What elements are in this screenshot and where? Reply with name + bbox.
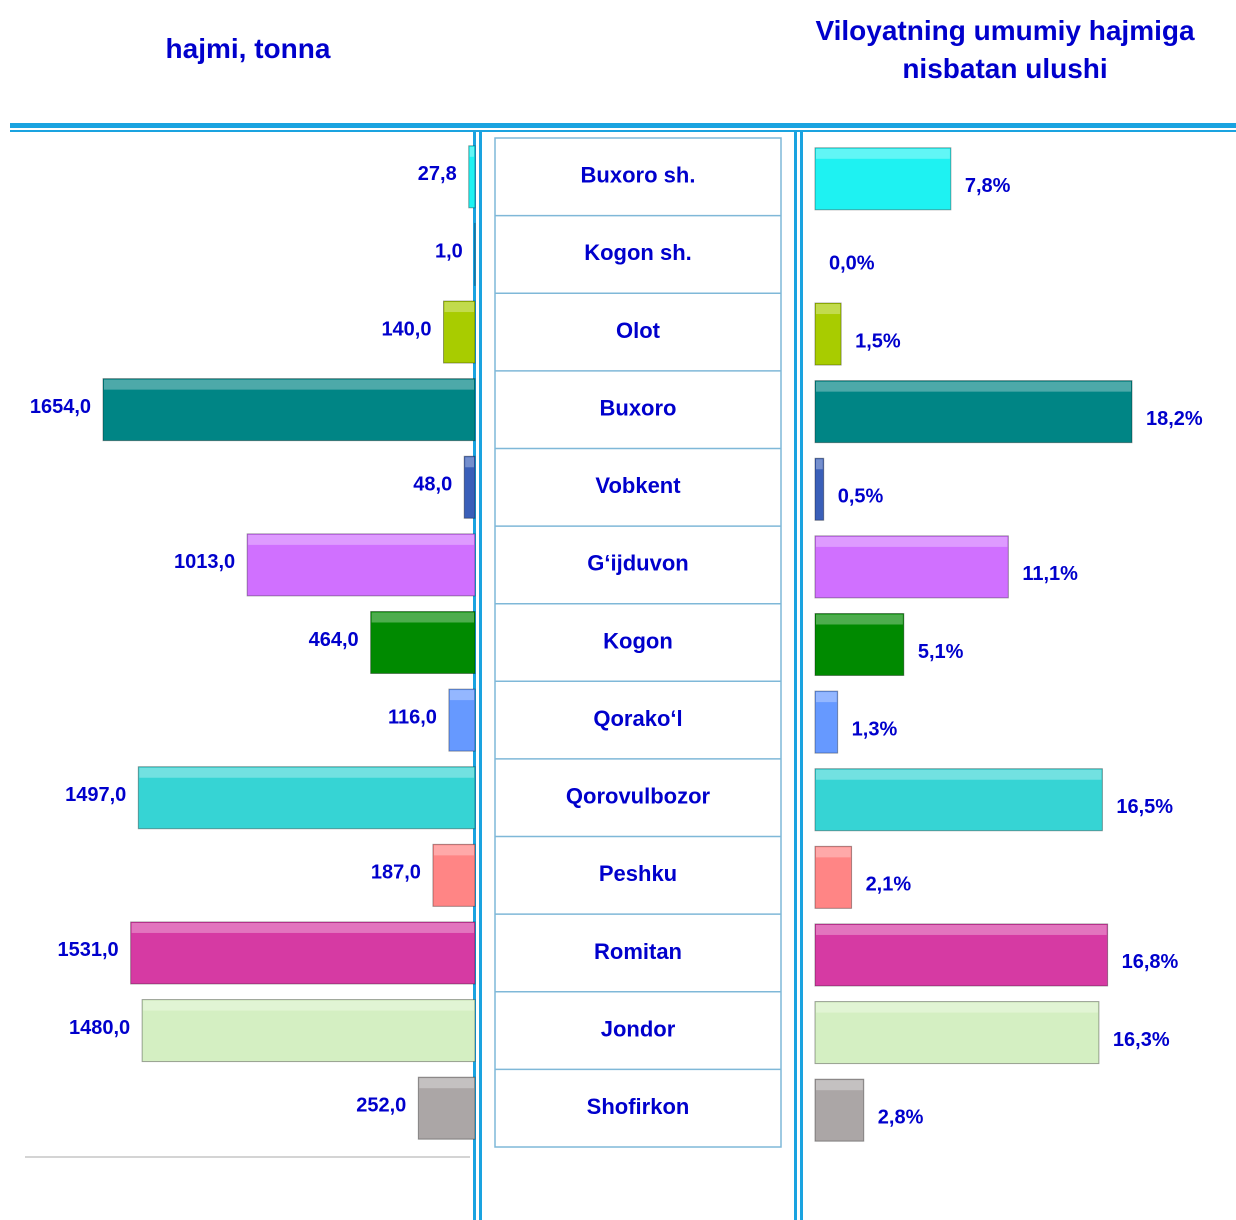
bar-highlight <box>469 146 474 157</box>
bar-highlight <box>816 847 851 858</box>
bar <box>463 455 476 519</box>
bar <box>814 1001 1100 1065</box>
header-rule <box>10 130 1236 132</box>
bar-highlight <box>449 690 474 701</box>
value-label: 11,1% <box>1022 563 1078 585</box>
category-label: Romitan <box>594 939 682 964</box>
bar <box>814 923 1109 987</box>
bar-highlight <box>816 1002 1098 1013</box>
value-label: 5,1% <box>918 641 964 663</box>
bar-highlight <box>444 302 474 313</box>
divider <box>479 132 482 1220</box>
bar <box>814 380 1133 444</box>
value-label: 1497,0 <box>65 784 126 806</box>
category-label: Kogon <box>603 628 673 653</box>
bar-highlight <box>816 536 1008 547</box>
bar-highlight <box>816 459 823 470</box>
value-label: 1,3% <box>852 718 898 740</box>
bar <box>432 843 476 907</box>
bar-highlight <box>143 1000 474 1011</box>
divider <box>800 132 803 1220</box>
header-rule <box>10 123 1236 128</box>
category-table <box>494 137 782 1148</box>
bar <box>814 613 905 676</box>
bar-highlight <box>816 381 1131 392</box>
value-label: 1013,0 <box>174 551 235 573</box>
category-label: Shofirkon <box>587 1094 690 1119</box>
bar-highlight <box>433 845 474 856</box>
bar <box>814 690 839 754</box>
bar-highlight <box>465 457 474 468</box>
left-title: hajmi, tonna <box>165 33 331 64</box>
bar <box>370 611 476 674</box>
bar-highlight <box>816 692 837 703</box>
category-label: Peshku <box>599 861 677 886</box>
value-label: 1654,0 <box>30 396 91 418</box>
value-label: 7,8% <box>965 175 1011 197</box>
value-label: 116,0 <box>388 706 437 728</box>
value-label: 16,3% <box>1113 1029 1170 1051</box>
value-label: 464,0 <box>309 629 359 651</box>
bar-highlight <box>816 148 950 159</box>
bar-highlight <box>371 612 474 623</box>
bar <box>814 457 825 521</box>
category-label: G‘ijduvon <box>587 551 688 576</box>
bar <box>814 768 1103 832</box>
divider <box>794 132 797 1220</box>
right-title: Viloyatning umumiy hajmiga nisbatan ulus… <box>815 15 1195 84</box>
bar <box>468 145 476 209</box>
value-label: 0,5% <box>838 486 884 508</box>
value-label: 1531,0 <box>57 939 118 961</box>
bar <box>448 688 476 752</box>
bar <box>443 300 476 364</box>
category-label: Olot <box>616 318 661 343</box>
bar-highlight <box>419 1078 474 1089</box>
bar <box>102 378 476 442</box>
bar-highlight <box>816 1080 863 1091</box>
category-label: Buxoro <box>600 395 677 420</box>
value-label: 2,1% <box>866 874 912 896</box>
bar-highlight <box>816 304 841 315</box>
category-label: Buxoro sh. <box>581 163 696 188</box>
category-label: Qorako‘l <box>593 706 682 731</box>
value-label: 18,2% <box>1146 408 1203 430</box>
value-label: 48,0 <box>413 474 452 496</box>
category-label: Kogon sh. <box>584 240 692 265</box>
value-label: 187,0 <box>371 862 421 884</box>
bar <box>417 1076 476 1140</box>
bar <box>246 533 476 597</box>
bar-highlight <box>139 767 474 778</box>
bar <box>130 921 476 985</box>
value-label: 16,8% <box>1122 951 1179 973</box>
value-label: 16,5% <box>1116 796 1173 818</box>
bar <box>814 147 952 211</box>
bar-highlight <box>131 922 474 933</box>
value-label: 0,0% <box>829 253 875 275</box>
value-label: 2,8% <box>878 1106 924 1128</box>
divider <box>473 132 476 1220</box>
bar-highlight <box>104 379 474 390</box>
bar <box>814 845 853 909</box>
bar-highlight <box>816 614 903 625</box>
category-label: Vobkent <box>595 473 681 498</box>
value-label: 140,0 <box>381 318 431 340</box>
category-label: Qorovulbozor <box>566 784 711 809</box>
bar-highlight <box>816 769 1102 780</box>
bar <box>814 535 1009 599</box>
value-label: 252,0 <box>356 1094 406 1116</box>
value-label: 27,8 <box>418 163 457 185</box>
bar-highlight <box>248 534 474 545</box>
value-label: 1,0 <box>435 241 463 263</box>
category-label: Jondor <box>601 1016 676 1041</box>
bar <box>141 999 476 1063</box>
value-label: 1,5% <box>855 330 901 352</box>
bar <box>137 766 476 830</box>
bar <box>814 302 842 366</box>
value-label: 1480,0 <box>69 1017 130 1039</box>
bar-highlight <box>816 924 1107 935</box>
bar <box>814 1078 865 1142</box>
